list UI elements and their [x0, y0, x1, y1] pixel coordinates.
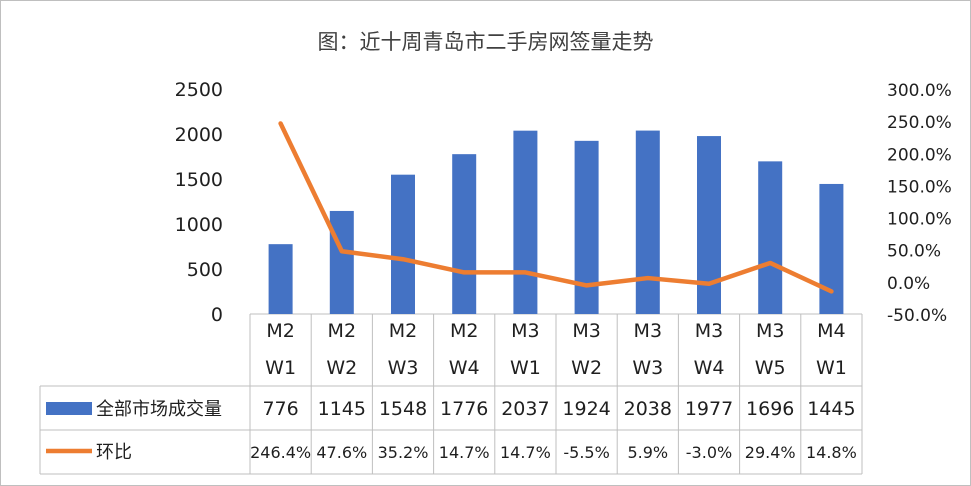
x-category-label-line2: W4 [694, 357, 725, 379]
x-category-label-line1: M3 [634, 320, 662, 342]
x-category-label-line2: W5 [755, 357, 786, 379]
table-value-huanbi: 246.4% [250, 443, 311, 462]
table-value-volume: 1924 [562, 398, 610, 420]
bar [697, 136, 721, 314]
table-value-huanbi: 47.6% [316, 443, 367, 462]
table-value-huanbi: 29.4% [745, 443, 796, 462]
table-value-volume: 776 [262, 398, 298, 420]
y-right-tick-label: 300.0% [887, 81, 952, 101]
chart-title: 图：近十周青岛市二手房网签量走势 [317, 30, 654, 54]
bar [819, 183, 844, 314]
table-value-huanbi: 35.2% [378, 443, 429, 462]
table-value-volume: 1776 [440, 398, 488, 420]
line-series-huanbi [278, 121, 834, 294]
x-category-label-line1: M3 [511, 320, 539, 342]
table-value-volume: 1548 [379, 398, 427, 420]
y-left-tick-label: 0 [211, 304, 223, 326]
y-left-tick-label: 500 [187, 259, 223, 281]
table-value-huanbi: 14.7% [500, 443, 551, 462]
x-category-label-line2: W3 [632, 357, 663, 379]
bar [635, 130, 660, 314]
x-category-label-line2: W4 [449, 357, 480, 379]
table-value-volume: 2038 [624, 398, 672, 420]
y-right-tick-label: 150.0% [887, 177, 952, 197]
bar [391, 174, 415, 314]
y-right-tick-label: -50.0% [887, 306, 947, 326]
bar [268, 244, 293, 314]
x-category-label-line2: W3 [388, 357, 419, 379]
x-category-label-line2: W1 [816, 357, 847, 379]
x-category-label-line2: W2 [571, 357, 602, 379]
y-right-tick-label: 100.0% [887, 210, 952, 230]
y-right-tick-label: 200.0% [887, 145, 952, 165]
x-category-label-line1: M2 [450, 320, 478, 342]
bar [513, 130, 538, 314]
x-category-label-line2: W1 [265, 357, 296, 379]
x-category-label-line1: M2 [266, 320, 294, 342]
x-category-label-line2: W2 [326, 357, 357, 379]
legend-key-bar [46, 402, 92, 415]
y-left-tick-label: 2500 [175, 79, 223, 101]
x-category-label-line1: M3 [756, 320, 784, 342]
x-category-label-line1: M2 [389, 320, 417, 342]
x-category-label-line1: M4 [817, 320, 845, 342]
y-left-tick-label: 2000 [175, 124, 223, 146]
x-category-label-line1: M2 [328, 320, 356, 342]
x-category-label-line1: M3 [572, 320, 600, 342]
bar [574, 140, 599, 314]
y-left-tick-label: 1500 [175, 169, 223, 191]
bar [329, 210, 354, 314]
table-value-volume: 1145 [318, 398, 366, 420]
y-right-tick-label: 50.0% [887, 242, 941, 262]
table-value-volume: 1696 [746, 398, 794, 420]
table-value-huanbi: -3.0% [686, 443, 732, 462]
x-category-label-line2: W1 [510, 357, 541, 379]
legend-label-line: 环比 [96, 442, 132, 463]
y-right-tick-label: 250.0% [887, 113, 952, 133]
bar [452, 154, 477, 314]
y-left-tick-label: 1000 [175, 214, 223, 236]
legend-label-bar: 全部市场成交量 [96, 399, 222, 420]
table-value-volume: 1977 [685, 398, 733, 420]
x-category-label-line1: M3 [695, 320, 723, 342]
y-right-tick-label: 0.0% [887, 274, 930, 294]
table-value-huanbi: 5.9% [627, 443, 668, 462]
table-value-huanbi: 14.7% [439, 443, 490, 462]
table-value-huanbi: 14.8% [806, 443, 857, 462]
bar [758, 161, 783, 314]
table-value-volume: 2037 [501, 398, 549, 420]
table-value-huanbi: -5.5% [563, 443, 609, 462]
table-value-volume: 1445 [807, 398, 855, 420]
